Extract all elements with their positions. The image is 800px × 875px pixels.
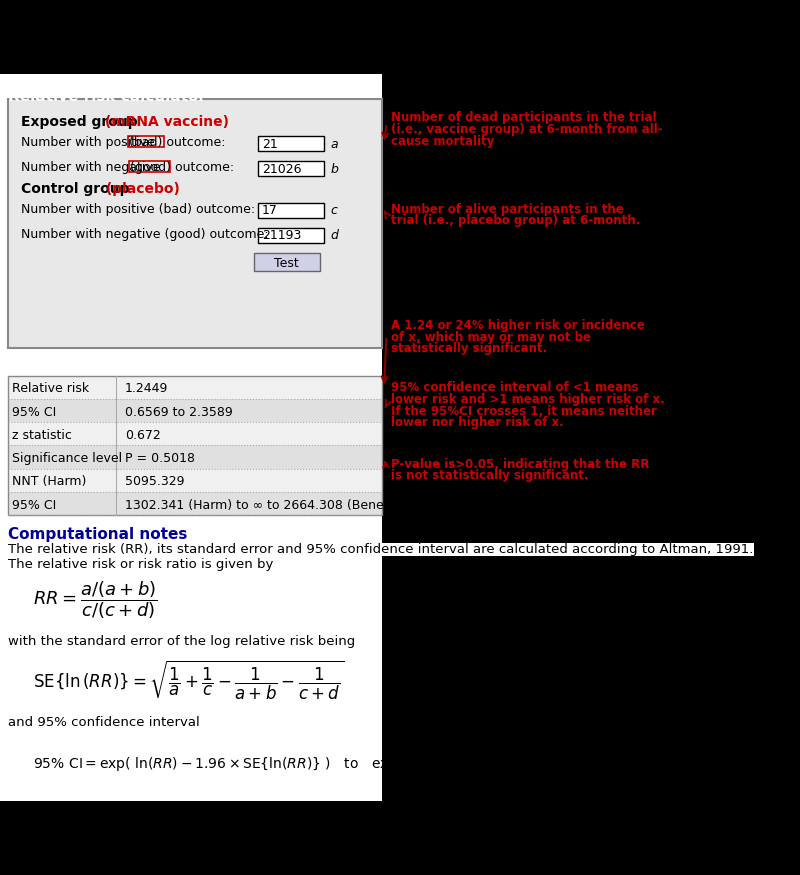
Text: If the 95%CI crosses 1, it means neither: If the 95%CI crosses 1, it means neither: [390, 404, 657, 417]
Bar: [8, 445, 382, 469]
Text: lower risk and >1 means higher risk of x.: lower risk and >1 means higher risk of x…: [390, 393, 664, 406]
Bar: [129, 161, 170, 172]
Bar: [258, 203, 324, 218]
Text: lower nor higher risk of x.: lower nor higher risk of x.: [390, 416, 563, 430]
Text: a: a: [331, 138, 338, 150]
Text: Number with positive (bad) outcome:: Number with positive (bad) outcome:: [21, 203, 255, 216]
Text: 21026: 21026: [262, 163, 302, 176]
Text: c: c: [331, 205, 338, 217]
Bar: [254, 253, 320, 271]
Text: $95\%\ \mathrm{CI} = \exp\!\left(\ \ln(RR) - 1.96 \times \mathrm{SE}\{\ln(RR)\}\: $95\%\ \mathrm{CI} = \exp\!\left(\ \ln(R…: [34, 755, 603, 773]
Bar: [258, 228, 324, 242]
Text: NNT (Harm): NNT (Harm): [13, 475, 87, 488]
Text: trial (i.e., placebo group) at 6-month.: trial (i.e., placebo group) at 6-month.: [390, 214, 640, 228]
Bar: [8, 399, 382, 422]
Text: 1.2449: 1.2449: [125, 382, 168, 396]
Text: Computational notes: Computational notes: [8, 527, 188, 542]
Text: statistically significant.: statistically significant.: [390, 342, 547, 355]
Text: cause mortality: cause mortality: [390, 135, 494, 148]
Text: 0.6569 to 2.3589: 0.6569 to 2.3589: [125, 406, 233, 418]
Text: b: b: [331, 163, 338, 176]
Text: Number with negative: Number with negative: [21, 161, 164, 174]
Text: 95% CI: 95% CI: [13, 406, 57, 418]
Bar: [8, 422, 382, 445]
Text: (good) outcome:: (good) outcome:: [130, 161, 234, 174]
Text: Control group: Control group: [21, 182, 130, 196]
Text: 95% CI: 95% CI: [13, 499, 57, 512]
Text: and 95% confidence interval: and 95% confidence interval: [8, 717, 200, 730]
Text: P = 0.5018: P = 0.5018: [125, 452, 194, 466]
Text: 21: 21: [262, 138, 278, 150]
Text: A 1.24 or 24% higher risk or incidence: A 1.24 or 24% higher risk or incidence: [390, 319, 644, 332]
Text: 95% confidence interval of <1 means: 95% confidence interval of <1 means: [390, 382, 638, 395]
Bar: [8, 375, 382, 515]
Text: (i.e., vaccine group) at 6-month from all-: (i.e., vaccine group) at 6-month from al…: [390, 123, 662, 136]
Bar: [128, 136, 164, 147]
Text: with the standard error of the log relative risk being: with the standard error of the log relat…: [8, 635, 355, 648]
Text: d: d: [331, 229, 338, 242]
Text: Significance level: Significance level: [13, 452, 122, 466]
Bar: [8, 99, 382, 348]
Text: $RR = \dfrac{a/(a + b)}{c/(c + d)}$: $RR = \dfrac{a/(a + b)}{c/(c + d)}$: [34, 579, 158, 620]
Text: (placebo): (placebo): [102, 182, 180, 196]
Text: 1302.341 (Harm) to ∞ to 2664.308 (Benefit): 1302.341 (Harm) to ∞ to 2664.308 (Benefi…: [125, 499, 401, 512]
Text: 5095.329: 5095.329: [125, 475, 184, 488]
Text: 21193: 21193: [262, 229, 301, 242]
Text: of x, which may or may not be: of x, which may or may not be: [390, 331, 590, 344]
Bar: [8, 469, 382, 492]
Text: Number with positive: Number with positive: [21, 136, 158, 150]
Text: Number of alive participants in the: Number of alive participants in the: [390, 203, 623, 216]
Text: Relative risk: Relative risk: [13, 382, 90, 396]
Text: Results: Results: [8, 360, 72, 375]
Text: 0.672: 0.672: [125, 429, 161, 442]
Text: is not statistically significant.: is not statistically significant.: [390, 470, 588, 482]
Bar: [258, 136, 324, 151]
Text: Number of dead participants in the trial: Number of dead participants in the trial: [390, 111, 656, 124]
Bar: [258, 161, 324, 176]
Text: z statistic: z statistic: [13, 429, 72, 442]
Text: The relative risk or risk ratio is given by: The relative risk or risk ratio is given…: [8, 558, 274, 571]
Text: Test: Test: [274, 257, 299, 270]
Bar: [8, 492, 382, 515]
Bar: [8, 375, 382, 399]
Text: (mRNA vaccine): (mRNA vaccine): [100, 116, 229, 130]
Text: Relative risk calculator: Relative risk calculator: [8, 89, 206, 104]
Text: P-value is>0.05, indicating that the RR: P-value is>0.05, indicating that the RR: [390, 458, 649, 471]
Text: (bad) outcome:: (bad) outcome:: [129, 136, 226, 150]
Text: $\mathrm{SE}\left\{\ln\left(RR\right)\right\} = \sqrt{\dfrac{1}{a} + \dfrac{1}{c: $\mathrm{SE}\left\{\ln\left(RR\right)\ri…: [34, 659, 345, 703]
Text: Number with negative (good) outcome:: Number with negative (good) outcome:: [21, 228, 269, 241]
Text: Exposed group: Exposed group: [21, 116, 138, 130]
Text: The relative risk (RR), its standard error and 95% confidence interval are calcu: The relative risk (RR), its standard err…: [8, 543, 754, 556]
Text: 17: 17: [262, 205, 278, 217]
Bar: [0, 74, 382, 802]
